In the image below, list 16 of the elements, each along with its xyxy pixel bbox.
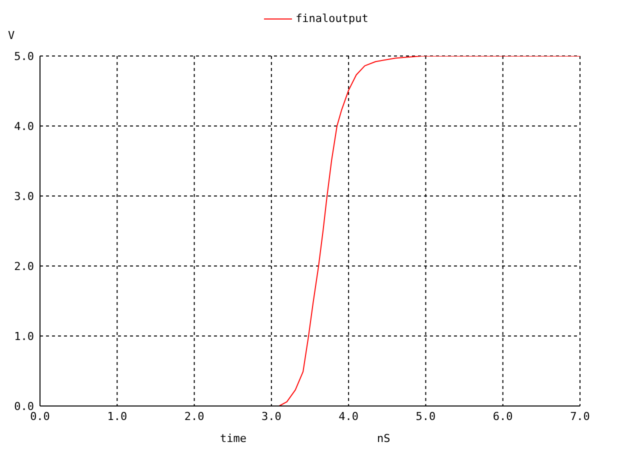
x-tick-label: 5.0 [416,410,436,423]
x-tick-label: 7.0 [570,410,590,423]
y-tick-label: 4.0 [14,120,34,133]
x-tick-label: 1.0 [107,410,128,423]
y-tick-label: 1.0 [14,330,34,343]
text: nS [377,432,390,445]
y-tick-label: 3.0 [14,190,34,203]
y-tick-label: 5.0 [14,50,34,63]
x-tick-label: 4.0 [338,410,359,423]
y-tick-label: 2.0 [14,260,34,273]
y-axis-title: V [8,29,15,42]
x-tick-label: 6.0 [492,410,513,423]
x-axis-title: time [220,432,246,445]
x-tick-label: 2.0 [184,410,204,423]
legend-label: finaloutput [296,12,368,25]
x-tick-label: 3.0 [261,410,282,423]
